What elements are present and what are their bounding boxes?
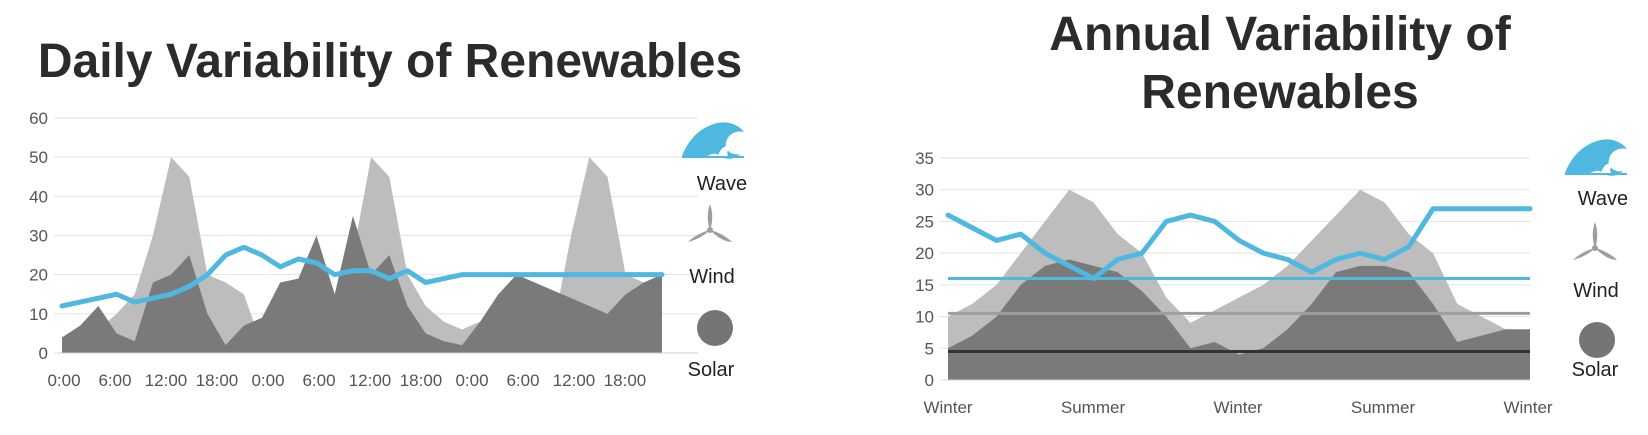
annual-legend-wave-label: Wave [1578,188,1628,210]
daily-x-tick-label: 6:00 [302,371,335,390]
annual-legend-solar-label: Solar [1572,359,1619,381]
daily-x-tick-label: 18:00 [196,371,239,390]
daily-y-tick-label: 40 [29,187,48,206]
annual-wave-line [945,206,1533,282]
annual-y-tick-label: 20 [915,244,934,263]
daily-y-tick-label: 50 [29,148,48,167]
daily-y-tick-label: 0 [39,344,48,363]
annual-x-tick-label: Winter [923,398,972,417]
daily-x-tick-label: 12:00 [145,371,188,390]
annual-y-tick-label: 30 [915,181,934,200]
daily-legend-wave-label: Wave [697,173,747,195]
annual-y-tick-label: 25 [915,212,934,231]
daily-x-tick-label: 6:00 [506,371,539,390]
daily-x-tick-label: 18:00 [604,371,647,390]
daily-legend-solar-label: Solar [688,359,735,381]
daily-y-tick-label: 10 [29,305,48,324]
daily-x-tick-label: 6:00 [98,371,131,390]
annual-y-tick-label: 10 [915,308,934,327]
annual-chart-title: Annual Variability of Renewables [1049,8,1511,119]
annual-x-tick-label: Summer [1351,398,1416,417]
annual-legend-wind-label: Wind [1573,280,1619,302]
solar-icon [697,310,733,346]
solar-icon [1579,322,1615,358]
wave-icon [682,122,744,159]
daily-x-tick-label: 12:00 [349,371,392,390]
annual-y-tick-label: 5 [925,339,934,358]
wind-turbine-icon [688,204,732,242]
daily-wave-line [59,244,665,309]
daily-y-tick-label: 20 [29,266,48,285]
annual-x-tick-label: Summer [1061,398,1126,417]
daily-chart: 0 10 20 30 40 50 60 0:00 6:00 12:00 18:00 0:00 6:00 1… [29,109,698,390]
daily-x-tick-label: 0:00 [455,371,488,390]
annual-x-tick-label: Winter [1213,398,1262,417]
annual-chart: 0 5 10 15 20 25 30 35 Winter Summer Winter Summer Wi… [915,149,1553,417]
annual-x-tick-label: Winter [1503,398,1552,417]
daily-solar-area [62,215,662,353]
wind-turbine-icon [1573,222,1617,260]
annual-solar-area [948,259,1530,380]
annual-y-tick-label: 15 [915,276,934,295]
annual-y-tick-label: 0 [925,371,934,390]
annual-legend: Wave Wind Solar [1565,139,1628,381]
daily-x-tick-label: 0:00 [47,371,80,390]
daily-x-tick-label: 12:00 [553,371,596,390]
daily-y-tick-label: 60 [29,109,48,128]
daily-x-tick-label: 18:00 [400,371,443,390]
daily-legend: Wave Wind Solar [682,122,747,381]
daily-x-tick-label: 0:00 [251,371,284,390]
daily-y-tick-label: 30 [29,227,48,246]
wave-icon [1565,139,1627,176]
daily-legend-wind-label: Wind [689,266,735,288]
annual-y-tick-label: 35 [915,149,934,168]
daily-chart-title: Daily Variability of Renewables [37,35,743,88]
